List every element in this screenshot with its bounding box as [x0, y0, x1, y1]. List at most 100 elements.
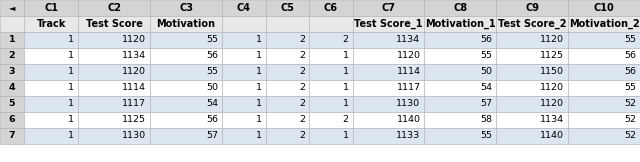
- Bar: [150, 112, 222, 128]
- Bar: [222, 0, 266, 16]
- Text: 2: 2: [342, 116, 349, 125]
- Bar: [497, 16, 568, 32]
- Text: 1134: 1134: [540, 116, 564, 125]
- Bar: [497, 64, 568, 80]
- Bar: [78, 0, 150, 16]
- Text: 1130: 1130: [396, 99, 420, 109]
- Text: 1: 1: [255, 116, 262, 125]
- Bar: [24, 32, 78, 48]
- Text: 1: 1: [68, 116, 74, 125]
- Bar: [353, 64, 424, 80]
- Text: 4: 4: [9, 83, 15, 93]
- Text: C5: C5: [280, 3, 294, 13]
- Text: 1: 1: [9, 35, 15, 45]
- Bar: [497, 80, 568, 96]
- Text: 52: 52: [624, 116, 636, 125]
- Bar: [568, 48, 640, 64]
- Text: 1: 1: [68, 68, 74, 76]
- Text: 1: 1: [68, 35, 74, 45]
- Bar: [150, 0, 222, 16]
- Text: 2: 2: [342, 35, 349, 45]
- Bar: [424, 112, 497, 128]
- Text: 56: 56: [624, 68, 636, 76]
- Bar: [266, 80, 309, 96]
- Bar: [24, 96, 78, 112]
- Text: 55: 55: [481, 132, 492, 140]
- Text: C8: C8: [453, 3, 467, 13]
- Text: 2: 2: [299, 116, 305, 125]
- Bar: [78, 112, 150, 128]
- Bar: [78, 96, 150, 112]
- Bar: [24, 16, 78, 32]
- Bar: [424, 48, 497, 64]
- Text: 1: 1: [342, 83, 349, 93]
- Text: C10: C10: [594, 3, 614, 13]
- Text: Track: Track: [36, 19, 66, 29]
- Text: 58: 58: [481, 116, 492, 125]
- Bar: [222, 16, 266, 32]
- Text: Motivation_2: Motivation_2: [569, 19, 639, 29]
- Bar: [568, 128, 640, 144]
- Bar: [0, 32, 24, 48]
- Text: 50: 50: [481, 68, 492, 76]
- Bar: [568, 64, 640, 80]
- Bar: [266, 96, 309, 112]
- Text: 1134: 1134: [122, 52, 146, 60]
- Bar: [353, 112, 424, 128]
- Bar: [0, 96, 24, 112]
- Text: 1: 1: [68, 99, 74, 109]
- Text: 1: 1: [342, 99, 349, 109]
- Bar: [266, 48, 309, 64]
- Bar: [150, 64, 222, 80]
- Text: C2: C2: [108, 3, 122, 13]
- Bar: [424, 64, 497, 80]
- Bar: [424, 32, 497, 48]
- Text: 1: 1: [342, 132, 349, 140]
- Text: 1134: 1134: [396, 35, 420, 45]
- Bar: [78, 16, 150, 32]
- Bar: [150, 48, 222, 64]
- Bar: [353, 16, 424, 32]
- Bar: [424, 0, 497, 16]
- Text: C6: C6: [324, 3, 338, 13]
- Text: Test Score_2: Test Score_2: [498, 19, 566, 29]
- Bar: [353, 0, 424, 16]
- Text: 56: 56: [481, 35, 492, 45]
- Bar: [309, 32, 353, 48]
- Bar: [150, 32, 222, 48]
- Text: 1: 1: [255, 68, 262, 76]
- Text: 1: 1: [255, 52, 262, 60]
- Bar: [150, 16, 222, 32]
- Text: 1150: 1150: [540, 68, 564, 76]
- Bar: [497, 112, 568, 128]
- Text: C7: C7: [381, 3, 396, 13]
- Text: 1: 1: [342, 68, 349, 76]
- Bar: [222, 80, 266, 96]
- Bar: [266, 128, 309, 144]
- Bar: [222, 64, 266, 80]
- Text: 56: 56: [206, 52, 218, 60]
- Text: 52: 52: [624, 132, 636, 140]
- Bar: [0, 64, 24, 80]
- Bar: [568, 112, 640, 128]
- Bar: [309, 112, 353, 128]
- Text: 1: 1: [342, 52, 349, 60]
- Bar: [78, 32, 150, 48]
- Bar: [24, 0, 78, 16]
- Bar: [266, 112, 309, 128]
- Bar: [353, 96, 424, 112]
- Bar: [0, 112, 24, 128]
- Bar: [0, 16, 24, 32]
- Text: C4: C4: [237, 3, 251, 13]
- Text: 1: 1: [68, 132, 74, 140]
- Bar: [24, 112, 78, 128]
- Bar: [309, 128, 353, 144]
- Text: 1114: 1114: [122, 83, 146, 93]
- Bar: [353, 80, 424, 96]
- Text: 55: 55: [481, 52, 492, 60]
- Text: 55: 55: [206, 35, 218, 45]
- Bar: [497, 0, 568, 16]
- Text: Test Score: Test Score: [86, 19, 143, 29]
- Bar: [497, 32, 568, 48]
- Text: 55: 55: [624, 35, 636, 45]
